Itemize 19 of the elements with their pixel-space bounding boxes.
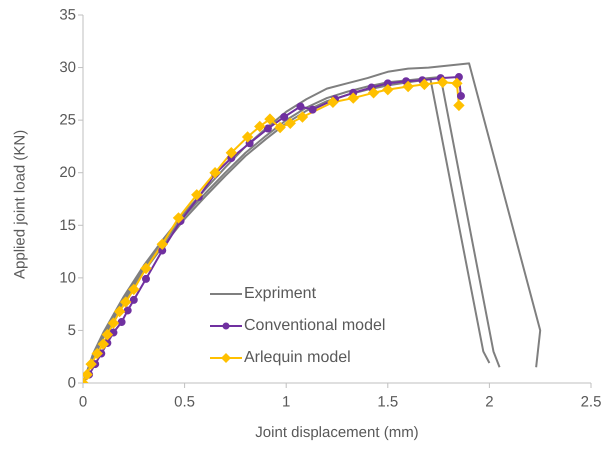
legend-label: Arlequin model — [244, 349, 351, 367]
x-tick-label: 0.5 — [174, 394, 196, 411]
y-axis-title: Applied joint load (KN) — [11, 130, 28, 279]
y-tick-label: 5 — [68, 322, 76, 339]
x-tick-label: 1 — [282, 394, 290, 411]
y-tick-label: 20 — [59, 164, 76, 182]
legend-label: Expriment — [244, 285, 316, 303]
legend-label: Conventional model — [244, 317, 386, 335]
x-axis-title: Joint displacement (mm) — [255, 424, 419, 441]
y-tick-label: 30 — [59, 59, 76, 76]
x-tick-label: 2.5 — [580, 394, 602, 411]
x-tick-label: 1.5 — [377, 394, 398, 411]
x-tick-label: 2 — [485, 394, 494, 411]
y-tick-label: 10 — [59, 269, 76, 286]
y-tick-label: 0 — [68, 374, 76, 392]
y-tick-label: 25 — [59, 112, 76, 129]
x-tick-label: 0 — [78, 394, 88, 411]
y-tick-label: 35 — [59, 6, 76, 24]
y-tick-label: 15 — [59, 216, 76, 234]
